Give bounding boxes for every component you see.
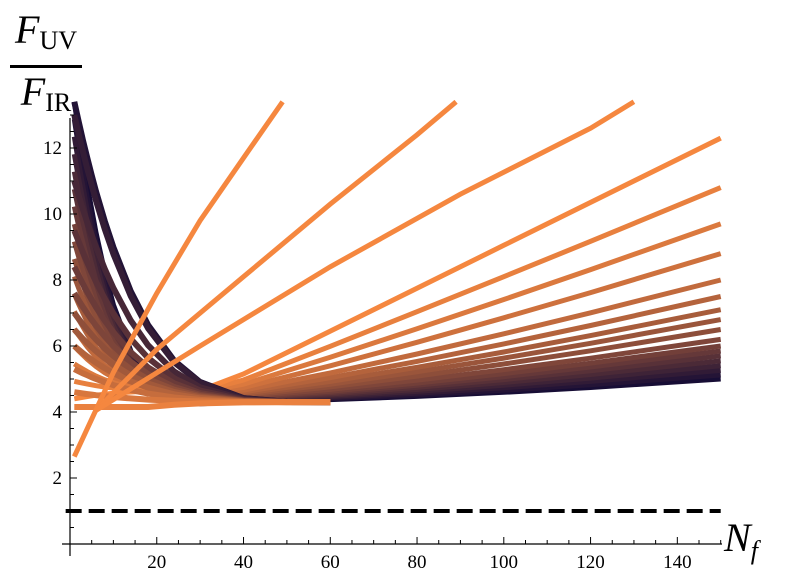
y-label-fraction-bar (10, 65, 82, 68)
x-tick-label: 20 (147, 552, 166, 573)
y-label-num-sub: UV (39, 26, 77, 55)
x-label-sub: f (750, 536, 758, 565)
series-curve-left-12 (74, 399, 331, 410)
y-tick-label: 10 (43, 204, 62, 225)
x-tick-label: 60 (321, 552, 340, 573)
y-tick-label: 2 (53, 468, 63, 489)
chart-axes: 2 4 6 8 10 12 20 40 60 80 100 120 140 (43, 114, 722, 573)
x-tick-label: 100 (490, 552, 519, 573)
y-label-den-base: F (20, 69, 46, 114)
y-axis-label: FUV FIR (6, 8, 86, 125)
x-label-base: N (724, 515, 751, 560)
y-label-den-sub: IR (45, 88, 72, 117)
y-tick-label: 12 (43, 138, 62, 159)
series-curve-top-3 (94, 99, 636, 413)
y-tick-label: 8 (53, 270, 63, 291)
x-tick-label: 40 (234, 552, 253, 573)
x-axis-label: Nf (724, 514, 758, 566)
chart-curves (71, 99, 722, 458)
x-tick-label: 140 (663, 552, 692, 573)
series-curve-top-1 (72, 100, 285, 458)
y-label-num-base: F (15, 7, 40, 52)
y-tick-label: 6 (53, 336, 63, 357)
x-tick-label: 80 (408, 552, 427, 573)
x-tick-label: 120 (576, 552, 605, 573)
series-curve-top-2 (94, 99, 458, 413)
y-tick-label: 4 (53, 402, 63, 423)
